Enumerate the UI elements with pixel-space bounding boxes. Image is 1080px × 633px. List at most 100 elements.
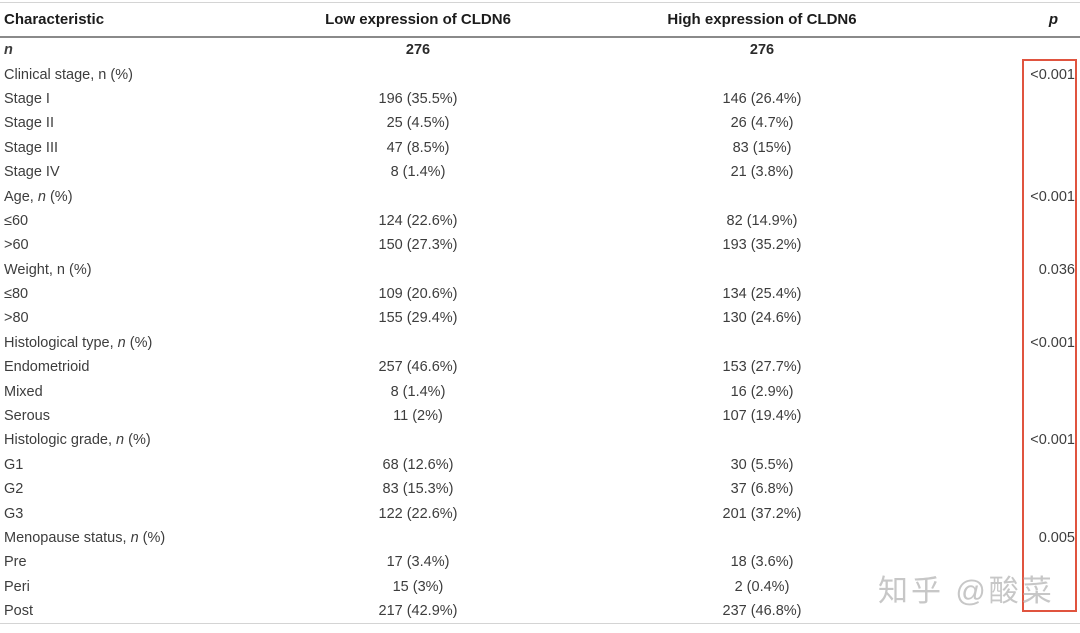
table-row: Pre 17 (3.4%) 18 (3.6%) bbox=[0, 550, 1080, 574]
high-value-cell bbox=[576, 62, 948, 86]
low-value-cell bbox=[260, 258, 576, 282]
high-value-cell: 193 (35.2%) bbox=[722, 237, 802, 254]
high-value-cell: 237 (46.8%) bbox=[722, 603, 802, 620]
row-label-cell: n bbox=[4, 42, 13, 59]
row-label-cell: Post bbox=[4, 603, 34, 620]
col-header-characteristic: Characteristic bbox=[0, 2, 260, 38]
table-row: Post 217 (42.9%) 237 (46.8%) bbox=[0, 599, 1080, 624]
p-value-cell bbox=[948, 87, 1080, 111]
low-value-cell: 25 (4.5%) bbox=[386, 115, 450, 132]
low-value-cell: 68 (12.6%) bbox=[382, 456, 454, 473]
low-value-cell: 196 (35.5%) bbox=[378, 90, 458, 107]
low-value-cell: 8 (1.4%) bbox=[390, 164, 446, 181]
table-row: Weight, n (%) 0.036 bbox=[0, 258, 1080, 282]
p-value-cell: <0.001 bbox=[1030, 66, 1075, 83]
table-row: ≤80 109 (20.6%) 134 (25.4%) bbox=[0, 282, 1080, 306]
high-value-cell: 130 (24.6%) bbox=[722, 310, 802, 327]
low-value-cell: 276 bbox=[405, 42, 431, 59]
row-label-cell: ≤80 bbox=[4, 286, 29, 303]
high-value-cell: 107 (19.4%) bbox=[722, 408, 802, 425]
p-value-cell: <0.001 bbox=[1030, 334, 1075, 351]
high-value-cell: 201 (37.2%) bbox=[722, 505, 802, 522]
row-label-cell: Weight, n (%) bbox=[4, 261, 92, 278]
low-value-cell bbox=[260, 331, 576, 355]
high-value-cell bbox=[576, 258, 948, 282]
high-value-cell: 18 (3.6%) bbox=[730, 554, 794, 571]
low-value-cell bbox=[260, 526, 576, 550]
low-value-cell: 17 (3.4%) bbox=[386, 554, 450, 571]
low-value-cell: 11 (2%) bbox=[393, 408, 443, 425]
row-label-cell: G3 bbox=[4, 505, 24, 522]
high-value-cell: 146 (26.4%) bbox=[722, 90, 802, 107]
p-value-cell bbox=[948, 282, 1080, 306]
table-row: Serous 11 (2%) 107 (19.4%) bbox=[0, 404, 1080, 428]
row-label-cell: Histological type, n (%) bbox=[4, 334, 153, 351]
p-value-cell bbox=[948, 501, 1080, 525]
high-value-cell bbox=[576, 184, 948, 208]
row-label-cell: G2 bbox=[4, 481, 24, 498]
p-value-cell bbox=[948, 136, 1080, 160]
low-value-cell: 124 (22.6%) bbox=[378, 212, 458, 229]
p-value-cell: 0.036 bbox=[1038, 261, 1075, 278]
row-label-cell: >80 bbox=[4, 310, 29, 327]
high-value-cell: 30 (5.5%) bbox=[730, 456, 794, 473]
row-label-cell: >60 bbox=[4, 237, 29, 254]
table-row: G1 68 (12.6%) 30 (5.5%) bbox=[0, 453, 1080, 477]
high-value-cell: 26 (4.7%) bbox=[730, 115, 794, 132]
table-row: Stage IV 8 (1.4%) 21 (3.8%) bbox=[0, 160, 1080, 184]
p-value-cell: <0.001 bbox=[1030, 432, 1075, 449]
low-value-cell: 257 (46.6%) bbox=[378, 359, 458, 376]
low-value-cell bbox=[260, 62, 576, 86]
p-value-cell bbox=[948, 379, 1080, 403]
p-value-cell bbox=[948, 37, 1080, 62]
high-value-cell bbox=[576, 331, 948, 355]
high-value-cell: 2 (0.4%) bbox=[734, 578, 790, 595]
p-value-cell bbox=[948, 453, 1080, 477]
high-value-cell bbox=[576, 526, 948, 550]
table-row: Stage II 25 (4.5%) 26 (4.7%) bbox=[0, 111, 1080, 135]
p-value-cell bbox=[948, 404, 1080, 428]
table-row: G2 83 (15.3%) 37 (6.8%) bbox=[0, 477, 1080, 501]
high-value-cell bbox=[576, 428, 948, 452]
row-label-cell: Stage IV bbox=[4, 164, 60, 181]
table-row: Mixed 8 (1.4%) 16 (2.9%) bbox=[0, 379, 1080, 403]
p-value-cell bbox=[948, 233, 1080, 257]
row-label-cell: Clinical stage, n (%) bbox=[4, 66, 133, 83]
row-label-cell: Stage II bbox=[4, 115, 54, 132]
row-label-cell: Menopause status, n (%) bbox=[4, 530, 166, 546]
p-value-cell bbox=[948, 209, 1080, 233]
header-row: Characteristic Low expression of CLDN6 H… bbox=[0, 2, 1080, 38]
table-row: G3 122 (22.6%) 201 (37.2%) bbox=[0, 501, 1080, 525]
table-row: Histologic grade, n (%) <0.001 bbox=[0, 428, 1080, 452]
row-label-cell: Stage I bbox=[4, 90, 50, 107]
table-row: Peri 15 (3%) 2 (0.4%) bbox=[0, 575, 1080, 599]
row-label-cell: Age, n (%) bbox=[4, 188, 73, 205]
table-row: Clinical stage, n (%) <0.001 bbox=[0, 62, 1080, 86]
low-value-cell: 109 (20.6%) bbox=[378, 286, 458, 303]
p-value-cell bbox=[948, 477, 1080, 501]
high-value-cell: 16 (2.9%) bbox=[730, 383, 794, 400]
table-row: Stage I 196 (35.5%) 146 (26.4%) bbox=[0, 87, 1080, 111]
high-value-cell: 153 (27.7%) bbox=[722, 359, 802, 376]
row-label-cell: G1 bbox=[4, 456, 24, 473]
row-label-cell: Endometrioid bbox=[4, 359, 90, 376]
row-label-cell: Stage III bbox=[4, 139, 59, 156]
col-header-low-expression: Low expression of CLDN6 bbox=[260, 2, 576, 38]
p-value-cell: <0.001 bbox=[1030, 188, 1075, 205]
watermark-text: 知乎 @酸菜 bbox=[878, 575, 1055, 608]
low-value-cell: 15 (3%) bbox=[392, 578, 444, 595]
low-value-cell: 122 (22.6%) bbox=[378, 505, 458, 522]
low-value-cell: 217 (42.9%) bbox=[378, 603, 458, 620]
high-value-cell: 82 (14.9%) bbox=[726, 212, 798, 229]
table-row: >60 150 (27.3%) 193 (35.2%) bbox=[0, 233, 1080, 257]
low-value-cell bbox=[260, 428, 576, 452]
table-row: Endometrioid 257 (46.6%) 153 (27.7%) bbox=[0, 355, 1080, 379]
row-label-cell: Serous bbox=[4, 408, 50, 425]
table-row: n 276 276 bbox=[0, 37, 1080, 62]
row-label-cell: ≤60 bbox=[4, 212, 29, 229]
low-value-cell: 47 (8.5%) bbox=[386, 139, 450, 156]
col-header-high-expression: High expression of CLDN6 bbox=[576, 2, 948, 38]
p-value-cell bbox=[948, 111, 1080, 135]
p-value-cell bbox=[948, 160, 1080, 184]
